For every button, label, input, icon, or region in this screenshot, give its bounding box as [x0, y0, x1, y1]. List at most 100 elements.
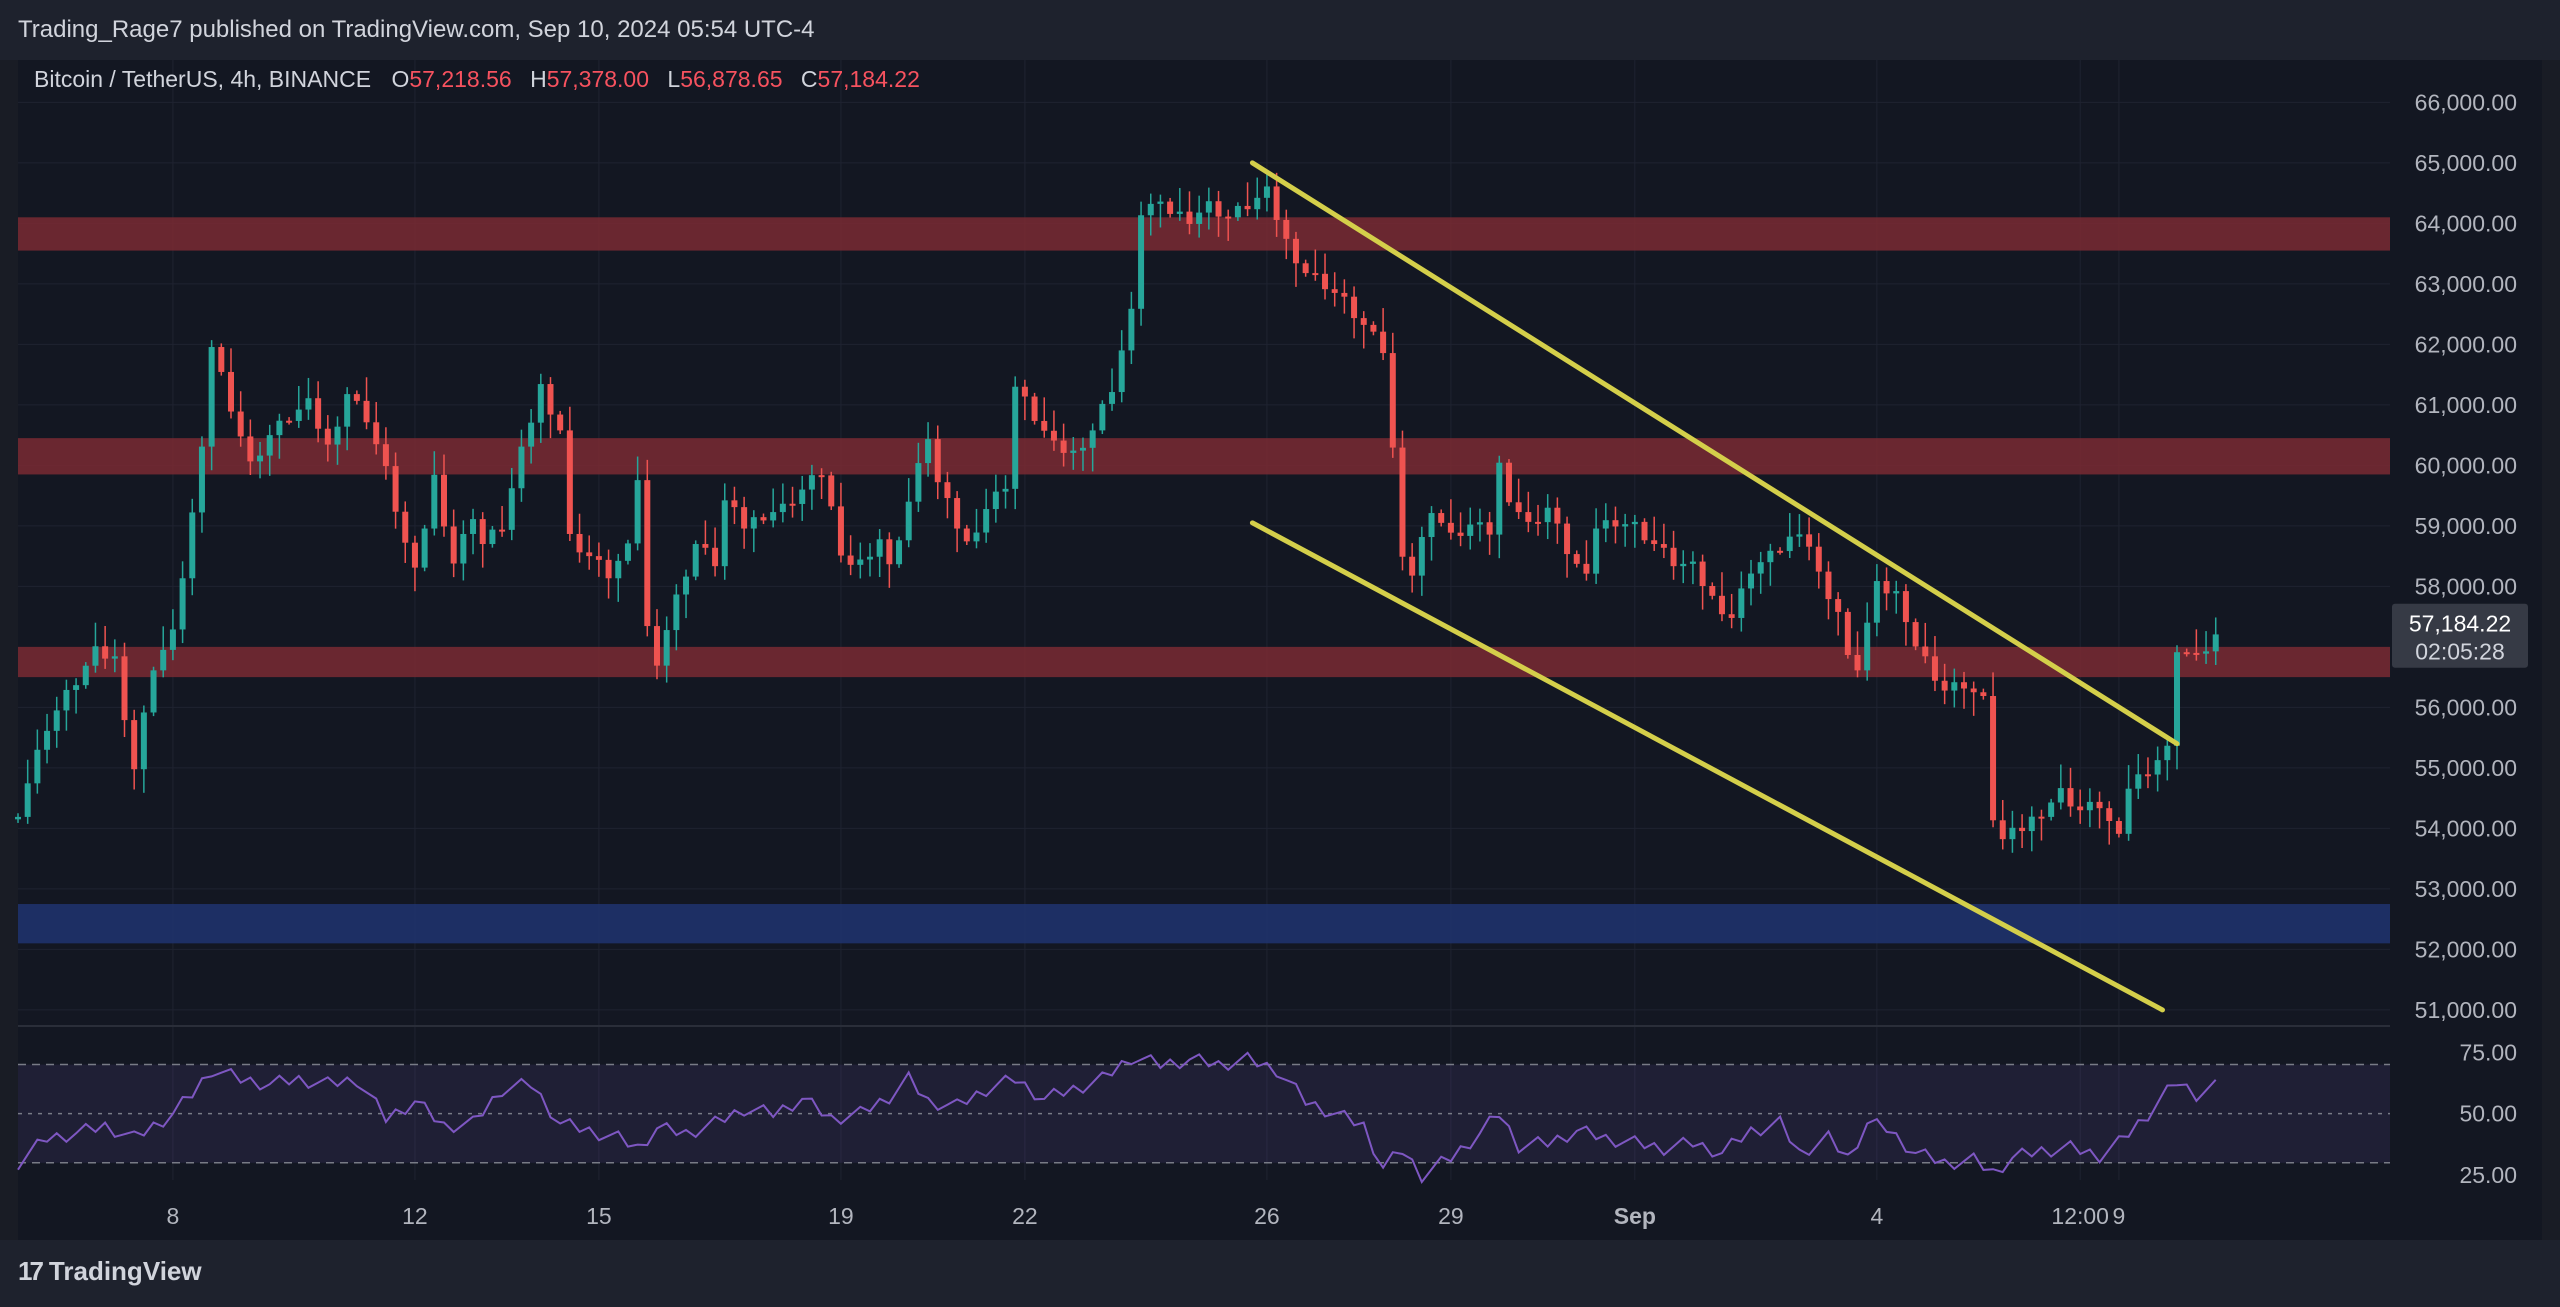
candle-up — [1680, 563, 1687, 567]
tradingview-logo-text: TradingView — [48, 1256, 202, 1286]
candle-down — [1844, 611, 1851, 655]
candle-up — [111, 656, 118, 659]
price-tick-label: 65,000.00 — [2415, 150, 2517, 176]
candle-up — [140, 712, 147, 770]
candle-up — [1012, 386, 1019, 489]
candle-down — [1225, 216, 1232, 219]
bar-countdown: 02:05:28 — [2415, 639, 2505, 665]
price-tick-label: 64,000.00 — [2415, 210, 2517, 236]
candle-up — [82, 665, 89, 686]
low-value: 56,878.65 — [680, 66, 783, 92]
price-tick-label: 61,000.00 — [2415, 392, 2517, 418]
price-zones — [18, 217, 2390, 944]
candle-down — [954, 498, 961, 529]
candle-down — [1883, 581, 1890, 594]
candle-up — [905, 501, 912, 541]
candle-down — [712, 547, 719, 567]
candle-up — [431, 474, 438, 529]
candle-down — [963, 528, 970, 542]
candle-up — [1002, 488, 1009, 492]
candle-up — [1157, 201, 1164, 204]
time-tick-label: 4 — [1870, 1203, 1883, 1229]
candle-up — [73, 685, 80, 690]
candle-down — [1438, 513, 1445, 523]
candle-up — [1099, 403, 1106, 431]
price-tick-label: 58,000.00 — [2415, 573, 2517, 599]
candle-down — [1167, 201, 1174, 214]
candle-up — [973, 532, 980, 542]
candle-down — [1651, 540, 1658, 545]
candle-up — [615, 560, 622, 579]
candle-up — [489, 529, 496, 545]
candle-down — [450, 526, 457, 564]
time-tick-label: 8 — [167, 1203, 180, 1229]
candle-up — [857, 559, 864, 565]
candle-down — [1990, 696, 1997, 821]
candle-down — [402, 511, 409, 543]
price-tick-label: 53,000.00 — [2415, 876, 2517, 902]
candle-down — [1399, 447, 1406, 557]
candle-down — [1515, 502, 1522, 513]
time-tick-label: 29 — [1438, 1203, 1464, 1229]
candle-up — [305, 398, 312, 410]
candle-up — [1089, 430, 1096, 448]
candle-down — [1031, 396, 1038, 421]
candle-down — [411, 542, 418, 568]
candle-down — [837, 506, 844, 556]
candle-up — [1496, 462, 1503, 535]
candle-down — [1370, 324, 1377, 332]
candle-down — [1660, 544, 1667, 548]
candle-down — [1312, 273, 1319, 276]
candle-down — [2183, 652, 2190, 655]
candle-down — [324, 428, 331, 445]
candle-down — [1273, 186, 1280, 220]
candle-up — [1418, 537, 1425, 576]
time-tick-label: 22 — [1012, 1203, 1038, 1229]
candle-up — [2009, 827, 2016, 840]
candle-down — [566, 430, 573, 534]
price-tick-label: 59,000.00 — [2415, 513, 2517, 539]
channel-lines — [1249, 160, 2180, 1013]
candle-up — [1864, 622, 1871, 671]
candle-up — [692, 544, 699, 577]
candle-up — [1602, 520, 1609, 529]
candle-up — [673, 594, 680, 631]
candle-down — [1564, 523, 1571, 555]
rsi-tick-label: 50.00 — [2459, 1101, 2517, 1127]
candle-up — [528, 422, 535, 447]
candle-up — [634, 480, 641, 544]
candle-up — [1593, 528, 1600, 574]
time-axis: 8 12 15 19 22 26 29 Sep 4 12:00 9 — [167, 1203, 2126, 1229]
candle-up — [518, 446, 525, 489]
candle-down — [1409, 556, 1416, 576]
candle-up — [470, 519, 477, 534]
candle-down — [1699, 561, 1706, 587]
price-chart[interactable]: 66,000.00 65,000.00 64,000.00 63,000.00 62,0… — [0, 0, 2560, 1240]
candle-down — [1825, 571, 1832, 600]
candle-up — [915, 463, 922, 502]
candle-down — [789, 503, 796, 506]
candle-up — [295, 409, 302, 421]
price-tick-label: 66,000.00 — [2415, 89, 2517, 115]
candle-up — [1873, 581, 1880, 623]
rsi-pane — [17, 1051, 2390, 1184]
candle-down — [440, 474, 447, 527]
last-price-value: 57,184.22 — [2409, 611, 2511, 637]
candle-up — [1147, 203, 1154, 216]
symbol-legend[interactable]: Bitcoin / TetherUS, 4h, BINANCE O57,218.… — [34, 66, 932, 93]
time-tick-label: 19 — [828, 1203, 854, 1229]
tradingview-logo-icon: 17 — [18, 1256, 44, 1286]
candle-up — [896, 540, 903, 565]
candle-up — [983, 509, 990, 533]
candle-down — [1041, 420, 1048, 431]
candle-down — [1505, 462, 1512, 503]
candle-down — [2038, 816, 2045, 819]
time-tick-label: Sep — [1614, 1203, 1656, 1229]
candle-up — [1263, 186, 1270, 198]
candle-up — [2164, 745, 2171, 761]
candle-down — [557, 414, 564, 431]
candle-down — [131, 720, 138, 770]
tradingview-logo[interactable]: 17 TradingView — [18, 1256, 202, 1287]
candle-down — [382, 444, 389, 467]
publish-bar: Trading_Rage7 published on TradingView.c… — [0, 0, 2560, 60]
